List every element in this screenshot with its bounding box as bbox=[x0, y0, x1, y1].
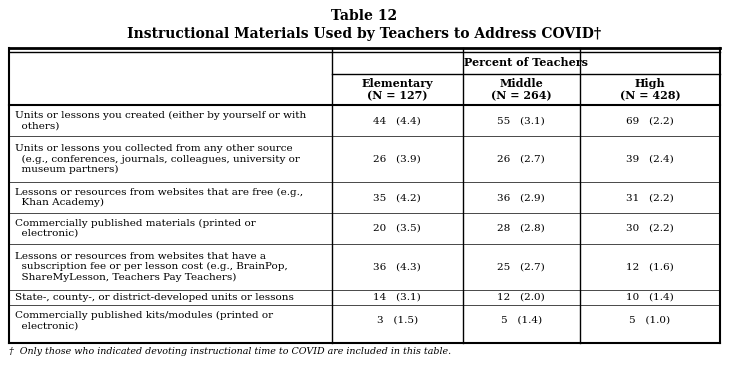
Text: Units or lessons you created (either by yourself or with
  others): Units or lessons you created (either by … bbox=[15, 111, 306, 131]
Text: Lessons or resources from websites that are free (e.g.,
  Khan Academy): Lessons or resources from websites that … bbox=[15, 188, 303, 207]
Text: 25   (2.7): 25 (2.7) bbox=[497, 262, 545, 271]
Text: Middle
(N = 264): Middle (N = 264) bbox=[491, 78, 552, 102]
Text: 26   (2.7): 26 (2.7) bbox=[497, 155, 545, 164]
Text: 26   (3.9): 26 (3.9) bbox=[373, 155, 421, 164]
Text: †  Only those who indicated devoting instructional time to COVID are included in: † Only those who indicated devoting inst… bbox=[9, 347, 451, 356]
Text: 55   (3.1): 55 (3.1) bbox=[497, 116, 545, 125]
Text: Units or lessons you collected from any other source
  (e.g., conferences, journ: Units or lessons you collected from any … bbox=[15, 144, 300, 174]
Text: 36   (4.3): 36 (4.3) bbox=[373, 262, 421, 271]
Text: Commercially published kits/modules (printed or
  electronic): Commercially published kits/modules (pri… bbox=[15, 310, 273, 330]
Text: 5   (1.4): 5 (1.4) bbox=[501, 316, 542, 325]
Text: Percent of Teachers: Percent of Teachers bbox=[464, 57, 588, 68]
Text: 20   (3.5): 20 (3.5) bbox=[373, 224, 421, 233]
Text: 69   (2.2): 69 (2.2) bbox=[626, 116, 674, 125]
Text: 5   (1.0): 5 (1.0) bbox=[629, 316, 671, 325]
Text: State-, county-, or district-developed units or lessons: State-, county-, or district-developed u… bbox=[15, 293, 294, 302]
Text: High
(N = 428): High (N = 428) bbox=[620, 78, 680, 102]
Text: 44   (4.4): 44 (4.4) bbox=[373, 116, 421, 125]
Text: 35   (4.2): 35 (4.2) bbox=[373, 193, 421, 202]
Text: 12   (1.6): 12 (1.6) bbox=[626, 262, 674, 271]
Text: 30   (2.2): 30 (2.2) bbox=[626, 224, 674, 233]
Text: Elementary
(N = 127): Elementary (N = 127) bbox=[362, 78, 433, 102]
Text: 3   (1.5): 3 (1.5) bbox=[377, 316, 418, 325]
Text: Commercially published materials (printed or
  electronic): Commercially published materials (printe… bbox=[15, 218, 255, 238]
Text: 12   (2.0): 12 (2.0) bbox=[497, 293, 545, 302]
Text: Lessons or resources from websites that have a
  subscription fee or per lesson : Lessons or resources from websites that … bbox=[15, 252, 287, 282]
Text: 31   (2.2): 31 (2.2) bbox=[626, 193, 674, 202]
Text: 10   (1.4): 10 (1.4) bbox=[626, 293, 674, 302]
Text: 39   (2.4): 39 (2.4) bbox=[626, 155, 674, 164]
Text: Instructional Materials Used by Teachers to Address COVID†: Instructional Materials Used by Teachers… bbox=[128, 27, 601, 41]
Text: Table 12: Table 12 bbox=[332, 9, 397, 23]
Text: 28   (2.8): 28 (2.8) bbox=[497, 224, 545, 233]
Text: 14   (3.1): 14 (3.1) bbox=[373, 293, 421, 302]
Text: 36   (2.9): 36 (2.9) bbox=[497, 193, 545, 202]
